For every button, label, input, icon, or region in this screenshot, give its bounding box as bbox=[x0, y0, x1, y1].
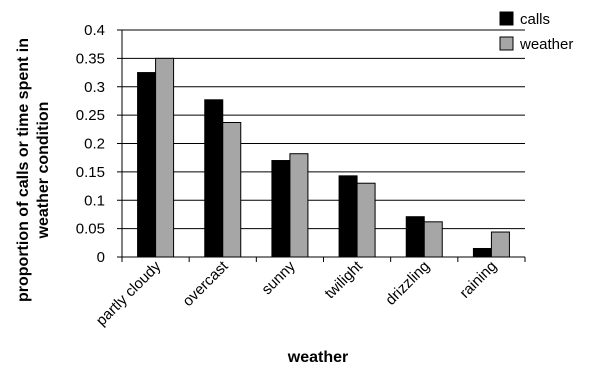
bar-calls-raining bbox=[472, 247, 492, 258]
x-tick-label: raining bbox=[456, 258, 500, 302]
y-axis-title-line1: proportion of calls or time spent in bbox=[15, 38, 32, 302]
bar-weather-drizzling bbox=[423, 221, 443, 258]
y-tick-label: 0.2 bbox=[84, 136, 105, 153]
legend-swatch-weather bbox=[499, 36, 514, 51]
bar-calls-twilight bbox=[338, 175, 358, 258]
bar-weather-twilight bbox=[356, 182, 376, 258]
y-axis-title-line2: weather condition bbox=[35, 102, 52, 240]
bar-weather-sunny bbox=[289, 153, 309, 258]
x-tick-labels: partly cloudy overcast sunny twilight drizzl… bbox=[93, 257, 500, 329]
y-tick-labels: 0 0.05 0.1 0.15 0.2 0.25 0.3 0.35 0.4 bbox=[76, 22, 105, 266]
y-tick-label: 0.05 bbox=[76, 221, 105, 238]
bars bbox=[137, 57, 510, 258]
axes bbox=[117, 29, 526, 262]
legend: calls weather bbox=[499, 11, 573, 53]
x-tick-label: twilight bbox=[321, 257, 366, 302]
bar-calls-sunny bbox=[271, 160, 291, 258]
bar-weather-raining bbox=[490, 231, 510, 258]
legend-label-calls: calls bbox=[520, 11, 550, 28]
bar-weather-partly-cloudy bbox=[155, 57, 175, 258]
y-tick-label: 0.3 bbox=[84, 79, 105, 96]
legend-swatch-calls bbox=[499, 11, 514, 26]
bar-calls-overcast bbox=[204, 99, 224, 258]
x-tick-label: drizzling bbox=[382, 258, 433, 309]
x-tick-label: partly cloudy bbox=[93, 257, 165, 329]
legend-label-weather: weather bbox=[519, 36, 573, 53]
y-tick-label: 0.1 bbox=[84, 192, 105, 209]
y-axis-title: proportion of calls or time spent in wea… bbox=[15, 38, 52, 302]
y-tick-label: 0.35 bbox=[76, 50, 105, 67]
y-tick-label: 0.4 bbox=[84, 22, 105, 39]
bar-calls-drizzling bbox=[405, 216, 425, 258]
y-tick-label: 0.25 bbox=[76, 107, 105, 124]
x-tick-label: overcast bbox=[179, 257, 232, 310]
bar-weather-overcast bbox=[222, 122, 242, 258]
gridlines bbox=[122, 29, 525, 230]
x-axis-title: weather bbox=[287, 349, 348, 366]
x-tick-label: sunny bbox=[258, 257, 299, 298]
y-tick-label: 0.15 bbox=[76, 164, 105, 181]
bar-calls-partly-cloudy bbox=[137, 72, 157, 258]
y-tick-label: 0 bbox=[97, 249, 105, 266]
